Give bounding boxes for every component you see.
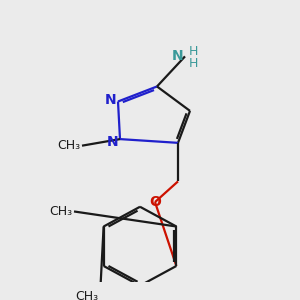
Text: N: N	[107, 135, 119, 149]
Text: N: N	[105, 93, 117, 106]
Text: H: H	[188, 57, 198, 70]
Text: CH₃: CH₃	[49, 205, 72, 218]
Text: H: H	[188, 45, 198, 58]
Text: N: N	[171, 50, 183, 63]
Text: O: O	[149, 195, 161, 209]
Text: CH₃: CH₃	[75, 290, 98, 300]
Text: CH₃: CH₃	[57, 139, 80, 152]
